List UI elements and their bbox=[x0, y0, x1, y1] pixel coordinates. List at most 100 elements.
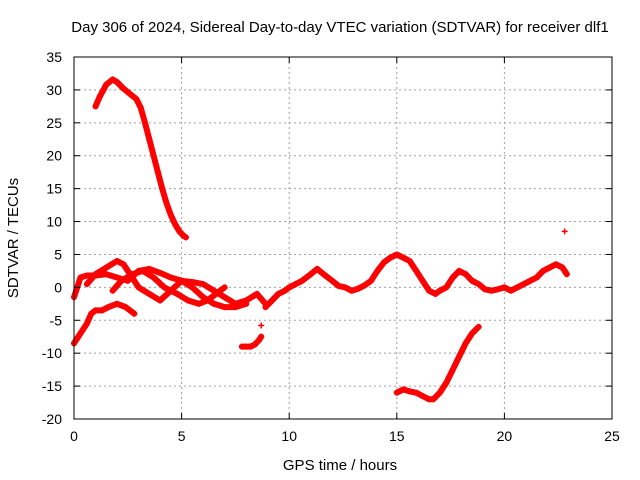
x-axis-label: GPS time / hours bbox=[283, 457, 397, 474]
data-point bbox=[150, 274, 157, 281]
data-point bbox=[469, 277, 476, 284]
data-point bbox=[387, 254, 394, 261]
series-track-c bbox=[109, 267, 228, 307]
data-layer bbox=[71, 76, 570, 403]
data-point bbox=[281, 287, 288, 294]
data-point bbox=[126, 90, 133, 97]
data-point bbox=[243, 300, 250, 307]
y-tick-label: -5 bbox=[50, 312, 63, 328]
y-tick-label: 15 bbox=[46, 181, 62, 197]
data-point bbox=[268, 297, 275, 304]
series-low-right bbox=[393, 323, 482, 403]
data-point bbox=[561, 228, 568, 235]
data-point bbox=[159, 185, 166, 192]
data-point bbox=[103, 81, 110, 88]
series-low-left bbox=[71, 300, 138, 347]
data-point bbox=[120, 85, 127, 92]
data-point bbox=[105, 304, 112, 311]
data-point bbox=[514, 284, 521, 291]
grid-layer bbox=[74, 57, 612, 419]
data-point bbox=[426, 287, 433, 294]
data-point bbox=[118, 277, 125, 284]
data-point bbox=[256, 337, 263, 344]
data-point bbox=[109, 287, 116, 294]
data-point bbox=[335, 283, 342, 290]
series-high-arc bbox=[92, 76, 189, 241]
data-point bbox=[400, 254, 407, 261]
data-point bbox=[380, 259, 387, 266]
data-point bbox=[92, 103, 99, 110]
data-point bbox=[120, 261, 127, 268]
data-point bbox=[436, 389, 443, 396]
data-point bbox=[109, 76, 116, 83]
x-tick-label: 5 bbox=[178, 428, 186, 444]
data-point bbox=[314, 265, 321, 272]
data-point bbox=[150, 152, 157, 159]
data-point bbox=[146, 290, 153, 297]
data-point bbox=[96, 93, 103, 100]
data-point bbox=[348, 287, 355, 294]
data-point bbox=[131, 310, 138, 317]
data-point bbox=[462, 271, 469, 278]
data-point bbox=[146, 136, 153, 143]
data-point bbox=[469, 330, 476, 337]
data-point bbox=[83, 320, 90, 327]
data-point bbox=[221, 294, 228, 301]
data-point bbox=[103, 271, 110, 278]
data-point bbox=[232, 304, 239, 311]
data-point bbox=[154, 169, 161, 176]
series-band bbox=[262, 251, 570, 311]
data-point bbox=[374, 267, 381, 274]
data-point bbox=[320, 271, 327, 278]
data-point bbox=[400, 386, 407, 393]
data-point bbox=[88, 310, 95, 317]
data-point bbox=[157, 297, 164, 304]
data-point bbox=[182, 234, 189, 241]
y-tick-label: 10 bbox=[46, 214, 62, 230]
data-point bbox=[146, 265, 153, 272]
y-tick-label: -15 bbox=[42, 378, 62, 394]
y-tick-label: 35 bbox=[46, 49, 62, 65]
data-point bbox=[367, 277, 374, 284]
data-point bbox=[436, 287, 443, 294]
data-point bbox=[178, 277, 185, 284]
data-point bbox=[520, 281, 527, 288]
data-point bbox=[258, 322, 265, 329]
data-point bbox=[482, 286, 489, 293]
data-point bbox=[329, 277, 336, 284]
chart-title: Day 306 of 2024, Sidereal Day-to-day VTE… bbox=[71, 19, 608, 36]
data-point bbox=[137, 104, 144, 111]
data-point bbox=[114, 274, 121, 281]
data-point bbox=[77, 274, 84, 281]
data-point bbox=[406, 258, 413, 265]
data-point bbox=[114, 300, 121, 307]
data-point bbox=[299, 277, 306, 284]
data-point bbox=[275, 290, 282, 297]
data-point bbox=[456, 267, 463, 274]
data-point bbox=[92, 307, 99, 314]
data-point bbox=[221, 304, 228, 311]
data-point bbox=[251, 341, 258, 348]
data-point bbox=[247, 343, 254, 350]
data-point bbox=[527, 277, 534, 284]
data-point bbox=[292, 281, 299, 288]
data-point bbox=[114, 79, 121, 86]
data-point bbox=[406, 388, 413, 395]
data-point bbox=[393, 389, 400, 396]
y-tick-label: -20 bbox=[42, 411, 62, 427]
data-point bbox=[163, 200, 170, 207]
data-point bbox=[135, 284, 142, 291]
y-axis-label: SDTVAR / TECUs bbox=[5, 178, 22, 298]
data-point bbox=[258, 333, 265, 340]
data-point bbox=[83, 272, 90, 279]
data-point bbox=[262, 304, 269, 311]
data-point bbox=[533, 274, 540, 281]
series-band bbox=[109, 267, 228, 307]
data-point bbox=[307, 271, 314, 278]
data-point bbox=[253, 290, 260, 297]
series-band bbox=[92, 76, 189, 241]
data-point bbox=[501, 284, 508, 291]
y-tick-label: 30 bbox=[46, 82, 62, 98]
data-point bbox=[507, 287, 514, 294]
